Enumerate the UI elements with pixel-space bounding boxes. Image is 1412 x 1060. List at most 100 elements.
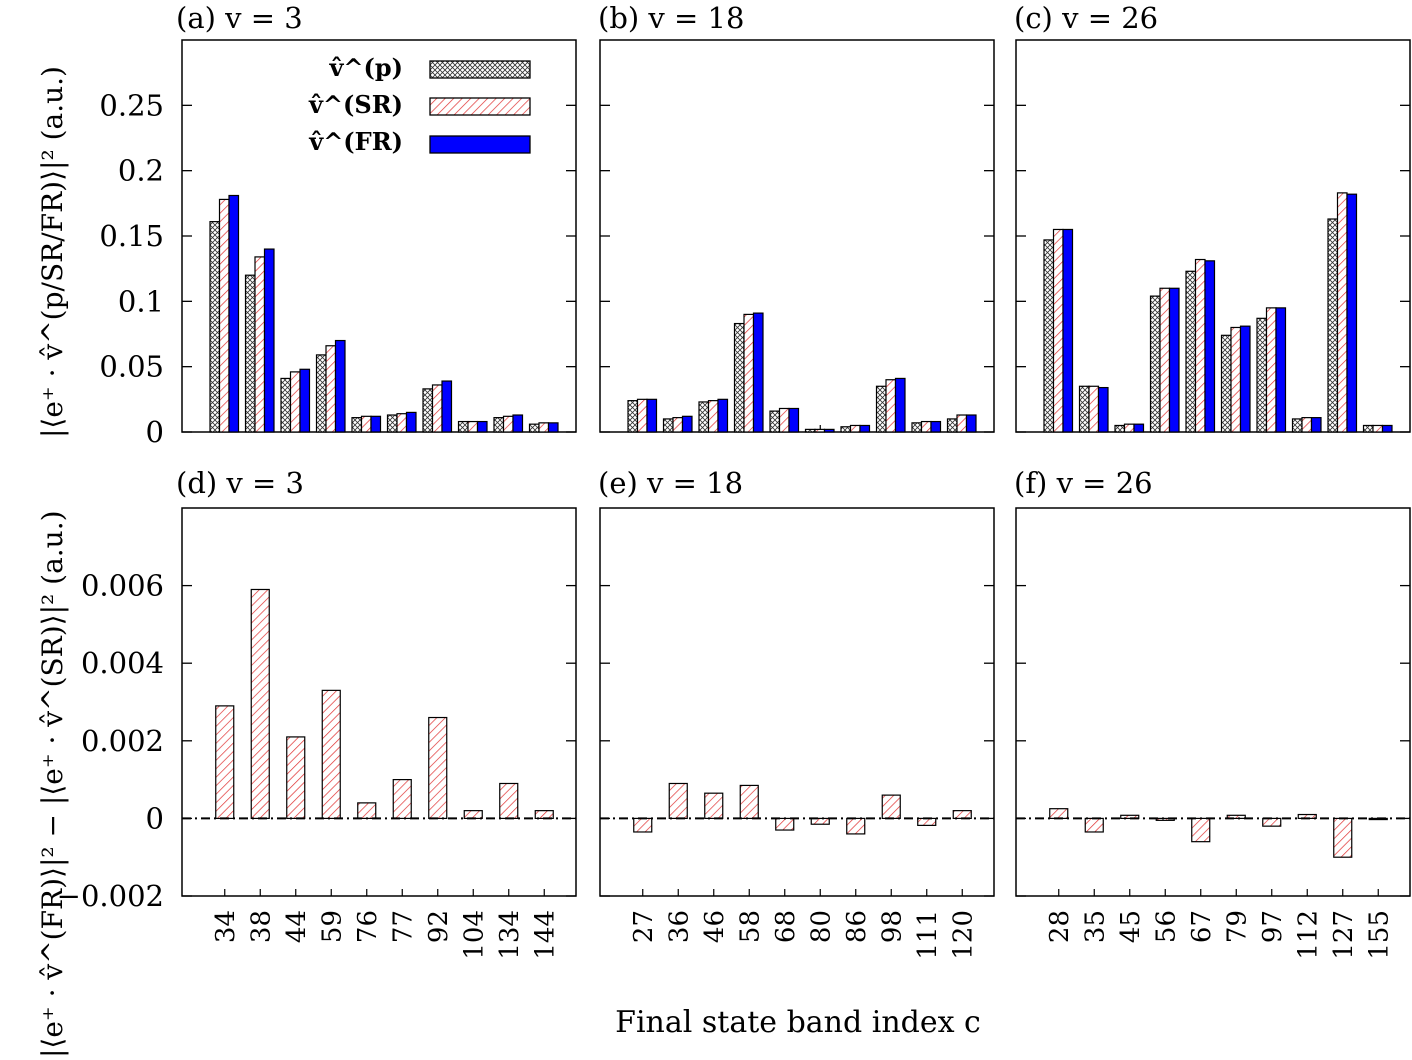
bar-difference: [215, 705, 235, 820]
bar-difference: [499, 782, 519, 819]
bar-sr: [1052, 228, 1064, 433]
x-tick-label: 34: [211, 910, 241, 943]
bar-sr: [956, 414, 968, 433]
bar-sr: [885, 379, 897, 433]
bar-fr: [965, 414, 977, 433]
bar-fr: [547, 422, 559, 433]
bar-sr: [1088, 385, 1100, 433]
bar-p: [422, 388, 434, 433]
bar-p: [946, 418, 958, 433]
bar-fr: [1204, 260, 1216, 433]
bar-p: [386, 414, 398, 433]
bar-sr: [289, 371, 301, 433]
bar-fr: [370, 415, 382, 433]
legend-label-p: v̂^(p): [328, 53, 403, 82]
bar-fr: [476, 420, 488, 433]
bar-p: [1256, 317, 1268, 433]
bar-p: [698, 401, 710, 433]
bar-p: [1043, 239, 1055, 433]
bar-difference: [321, 689, 341, 819]
bar-fr: [263, 248, 275, 433]
bar-difference: [534, 810, 554, 820]
x-tick-label: 67: [1187, 910, 1217, 943]
x-tick-label: 97: [1258, 910, 1288, 943]
y-tick-label: −0.002: [57, 879, 164, 913]
bar-p: [1362, 424, 1374, 433]
bar-sr: [920, 420, 932, 433]
x-tick-label: 134: [495, 910, 525, 960]
bar-difference: [739, 784, 759, 819]
x-tick-label: 27: [629, 910, 659, 943]
x-tick-label: 104: [459, 910, 489, 960]
chart-marks: 0 0.05 0.1 0.15 0.2 0.25 −0.002 0 0.002 0.004 0.00…: [57, 88, 1410, 960]
bar-fr: [1239, 325, 1251, 433]
y-tick-label: 0.15: [99, 219, 164, 253]
panel-d-title: (d) v = 3: [176, 466, 304, 500]
bar-sr: [1230, 326, 1242, 433]
bar-difference: [775, 817, 795, 831]
bar-fr: [717, 398, 729, 433]
x-tick-label: 68: [771, 910, 801, 943]
bar-sr: [360, 415, 372, 433]
bar-sr: [707, 400, 719, 433]
legend-label-fr: v̂^(FR): [308, 127, 403, 156]
y-tick-label: 0.25: [99, 88, 164, 122]
bar-p: [209, 221, 221, 433]
bar-fr: [1346, 193, 1358, 433]
y-tick-label: 0.006: [81, 569, 164, 603]
x-tick-label: 77: [388, 910, 418, 943]
bar-difference: [286, 736, 306, 819]
bar-sr: [396, 413, 408, 433]
y-tick-label: 0.1: [118, 284, 164, 318]
legend-swatch-sr: [429, 97, 531, 116]
bar-sr: [1301, 417, 1313, 433]
bar-fr: [894, 377, 906, 433]
bar-sr: [254, 256, 266, 433]
bar-sr: [1265, 307, 1277, 433]
bar-fr: [1381, 424, 1393, 433]
bar-fr: [228, 194, 240, 433]
bar-p: [315, 354, 327, 433]
bar-sr: [814, 428, 826, 433]
bar-fr: [1062, 228, 1074, 433]
bar-fr: [930, 420, 942, 433]
bar-fr: [299, 368, 311, 433]
y-tick-label: 0.2: [118, 154, 164, 188]
bar-sr: [1194, 258, 1206, 433]
legend-label-sr: v̂^(SR): [308, 90, 403, 119]
bar-p: [627, 400, 639, 433]
x-tick-label: 86: [842, 910, 872, 943]
bar-p: [804, 428, 816, 433]
x-tick-label: 92: [424, 910, 454, 943]
y-tick-label: 0: [146, 415, 164, 449]
bar-fr: [646, 398, 658, 433]
panel-a-title: (a) v = 3: [176, 1, 303, 35]
bar-difference: [463, 810, 483, 820]
y-tick-label: 0.004: [81, 646, 164, 680]
bar-sr: [1123, 423, 1135, 433]
bar-difference: [917, 817, 937, 826]
bar-p: [244, 274, 256, 433]
panel-f-title: (f) v = 26: [1014, 466, 1153, 500]
x-tick-label: 79: [1222, 910, 1252, 943]
x-tick-label: 80: [806, 910, 836, 943]
bar-p: [840, 426, 852, 433]
panel-b-title: (b) v = 18: [598, 1, 744, 35]
bar-sr: [672, 417, 684, 433]
bar-sr: [743, 313, 755, 433]
bar-fr: [441, 380, 453, 433]
bar-p: [457, 420, 469, 433]
bar-sr: [218, 198, 230, 433]
x-tick-label: 111: [913, 910, 943, 960]
x-axis-label: Final state band index c: [615, 1005, 981, 1040]
bar-fr: [752, 312, 764, 433]
x-tick-label: 36: [664, 910, 694, 943]
legend: v̂^(p) v̂^(SR) v̂^(FR): [308, 53, 531, 156]
bar-sr: [1159, 287, 1171, 433]
panel-d-frame: [181, 507, 577, 897]
bar-fr: [681, 415, 693, 433]
bar-fr: [1310, 417, 1322, 433]
x-tick-label: 56: [1151, 910, 1181, 943]
y-tick-label: 0.05: [99, 350, 164, 384]
